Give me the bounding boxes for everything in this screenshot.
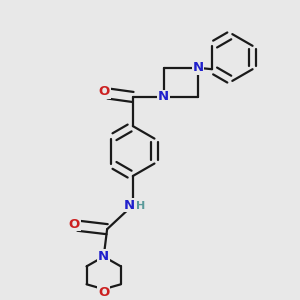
Text: O: O — [69, 218, 80, 231]
Text: O: O — [99, 85, 110, 98]
Text: N: N — [193, 61, 204, 74]
Text: N: N — [158, 91, 169, 103]
Text: O: O — [98, 286, 109, 299]
Text: N: N — [124, 199, 135, 212]
Text: N: N — [98, 250, 109, 263]
Text: H: H — [136, 201, 145, 211]
